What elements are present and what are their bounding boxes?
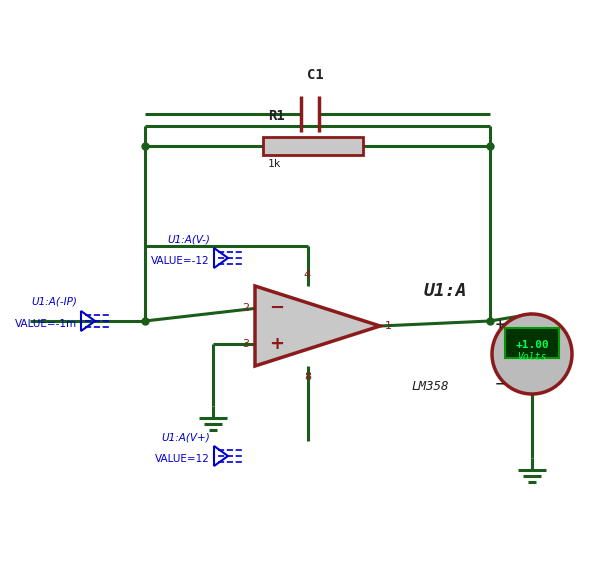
Text: +1.00: +1.00 <box>515 340 549 350</box>
Text: −: − <box>495 377 505 391</box>
Circle shape <box>492 314 572 394</box>
Text: 2: 2 <box>242 304 249 313</box>
Text: 3: 3 <box>242 339 249 348</box>
Text: LM358: LM358 <box>411 380 449 392</box>
Text: +: + <box>494 317 505 331</box>
Text: C1: C1 <box>307 68 323 82</box>
Text: 8: 8 <box>304 372 311 382</box>
FancyBboxPatch shape <box>505 328 559 358</box>
Text: U1:A(V+): U1:A(V+) <box>161 432 210 442</box>
FancyBboxPatch shape <box>263 137 363 155</box>
Text: U1:A(-IP): U1:A(-IP) <box>31 297 77 307</box>
Text: VALUE=12: VALUE=12 <box>155 454 210 464</box>
Text: VALUE=-12: VALUE=-12 <box>151 256 210 266</box>
Text: Volts: Volts <box>517 352 547 362</box>
Polygon shape <box>255 286 380 366</box>
Text: 1: 1 <box>385 321 392 331</box>
Text: VALUE=-1m: VALUE=-1m <box>15 319 77 329</box>
Text: 1k: 1k <box>268 159 281 169</box>
Text: U1:A: U1:A <box>423 282 467 300</box>
Text: R1: R1 <box>268 109 285 123</box>
Text: +: + <box>269 335 284 353</box>
Text: 10pF: 10pF <box>302 144 329 154</box>
Text: 4: 4 <box>304 270 311 280</box>
Text: U1:A(V-): U1:A(V-) <box>167 234 210 244</box>
Text: −: − <box>269 300 284 317</box>
